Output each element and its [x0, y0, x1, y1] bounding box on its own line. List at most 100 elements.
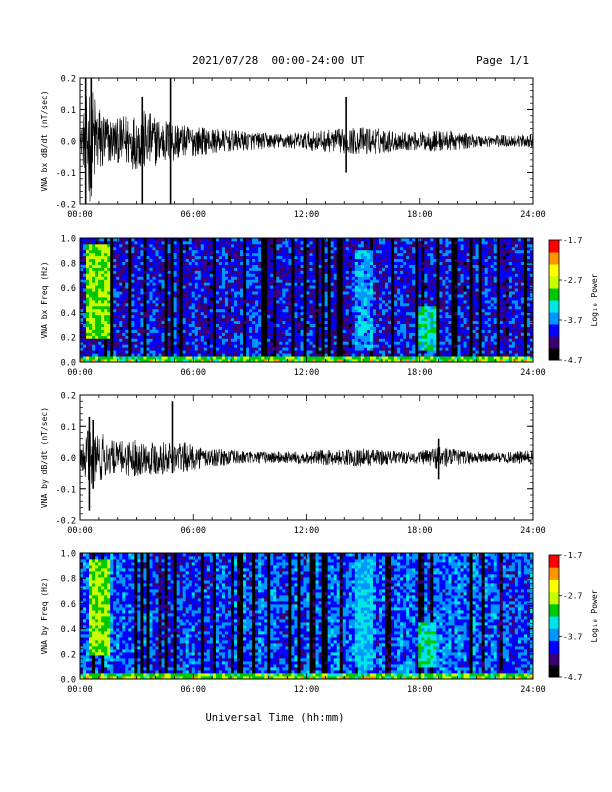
heatmap-cell	[98, 252, 102, 257]
heatmap-cell	[143, 276, 147, 280]
heatmap-cell	[382, 317, 386, 322]
heatmap-cell	[409, 285, 413, 289]
heatmap-cell	[363, 267, 368, 271]
heatmap-cell	[83, 332, 87, 336]
heatmap-cell	[351, 279, 356, 283]
heatmap-cell	[128, 350, 132, 354]
heatmap-cell	[119, 326, 123, 330]
heatmap-cell	[391, 285, 395, 289]
heatmap-cell	[146, 270, 150, 274]
heatmap-cell	[342, 294, 347, 298]
heatmap-cell	[252, 297, 256, 301]
heatmap-cell	[206, 350, 211, 354]
heatmap-cell	[264, 332, 268, 336]
heatmap-cell	[243, 258, 247, 263]
heatmap-cell	[291, 332, 295, 336]
heatmap-cell	[345, 249, 350, 254]
heatmap-cell	[95, 267, 99, 271]
heatmap-cell	[406, 249, 410, 254]
heatmap-cell	[415, 261, 419, 265]
heatmap-cell	[231, 302, 235, 307]
heatmap-cell	[128, 249, 132, 254]
heatmap-cell	[303, 320, 307, 325]
heatmap-cell	[294, 314, 298, 319]
heatmap-cell	[372, 347, 377, 351]
heatmap-cell	[406, 308, 410, 313]
heatmap-cell	[363, 353, 368, 357]
heatmap-cell	[176, 302, 181, 307]
heatmap-cell	[315, 338, 319, 342]
heatmap-cell	[372, 282, 377, 286]
heatmap-cell	[101, 308, 105, 313]
heatmap-cell	[357, 329, 362, 333]
heatmap-cell	[300, 332, 304, 336]
heatmap-cell	[421, 297, 425, 301]
heatmap-cell	[363, 240, 368, 245]
heatmap-cell	[203, 341, 208, 345]
heatmap-cell	[83, 291, 87, 295]
heatmap-cell	[246, 338, 250, 342]
heatmap-cell	[270, 240, 274, 245]
heatmap-cell	[270, 344, 274, 348]
heatmap-cell	[300, 311, 304, 316]
heatmap-cell	[170, 332, 175, 336]
heatmap-cell	[167, 323, 171, 327]
heatmap-cell	[95, 311, 99, 316]
heatmap-cell	[158, 338, 162, 342]
heatmap-cell	[104, 288, 108, 292]
heatmap-cell	[128, 267, 132, 271]
heatmap-cell	[421, 291, 425, 295]
heatmap-cell	[188, 317, 193, 322]
heatmap-cell	[318, 285, 322, 289]
heatmap-cell	[282, 267, 286, 271]
heatmap-cell	[406, 338, 410, 342]
heatmap-cell	[113, 347, 117, 351]
heatmap-cell	[388, 344, 392, 348]
heatmap-cell	[80, 314, 84, 319]
heatmap-cell	[385, 291, 389, 295]
heatmap-cell	[92, 240, 96, 245]
heatmap-cell	[173, 238, 178, 242]
heatmap-cell	[285, 341, 289, 345]
heatmap-cell	[382, 282, 386, 286]
heatmap-cell	[348, 294, 353, 298]
heatmap-cell	[267, 261, 271, 265]
heatmap-cell	[375, 305, 380, 310]
heatmap-cell	[107, 347, 111, 351]
heatmap-cell	[342, 335, 347, 339]
heatmap-cell	[372, 311, 377, 316]
heatmap-cell	[412, 270, 416, 274]
heatmap-cell	[418, 338, 422, 342]
heatmap-cell	[403, 338, 407, 342]
heatmap-cell	[403, 297, 407, 301]
heatmap-cell	[321, 338, 326, 342]
heatmap-cell	[110, 317, 114, 322]
heatmap-cell	[173, 291, 178, 295]
heatmap-cell	[131, 341, 135, 345]
heatmap-cell	[249, 356, 253, 360]
heatmap-cell	[406, 320, 410, 325]
heatmap-cell	[194, 353, 199, 357]
heatmap-cell	[227, 350, 232, 354]
heatmap-cell	[243, 291, 247, 295]
heatmap-cell	[80, 267, 84, 271]
heatmap-cell	[400, 273, 404, 277]
heatmap-cell	[164, 323, 168, 327]
heatmap-cell	[327, 238, 332, 242]
heatmap-cell	[288, 264, 292, 268]
heatmap-cell	[394, 308, 398, 313]
heatmap-cell	[372, 317, 377, 322]
heatmap-cell	[372, 335, 377, 339]
heatmap-cell	[391, 288, 395, 292]
heatmap-cell	[388, 341, 392, 345]
heatmap-cell	[270, 300, 274, 304]
heatmap-cell	[143, 359, 147, 363]
heatmap-cell	[354, 356, 359, 360]
heatmap-cell	[366, 302, 371, 307]
heatmap-cell	[354, 353, 359, 357]
heatmap-cell	[403, 279, 407, 283]
heatmap-cell	[170, 317, 175, 322]
heatmap-cell	[89, 329, 93, 333]
heatmap-cell	[288, 282, 292, 286]
heatmap-cell	[155, 276, 159, 280]
